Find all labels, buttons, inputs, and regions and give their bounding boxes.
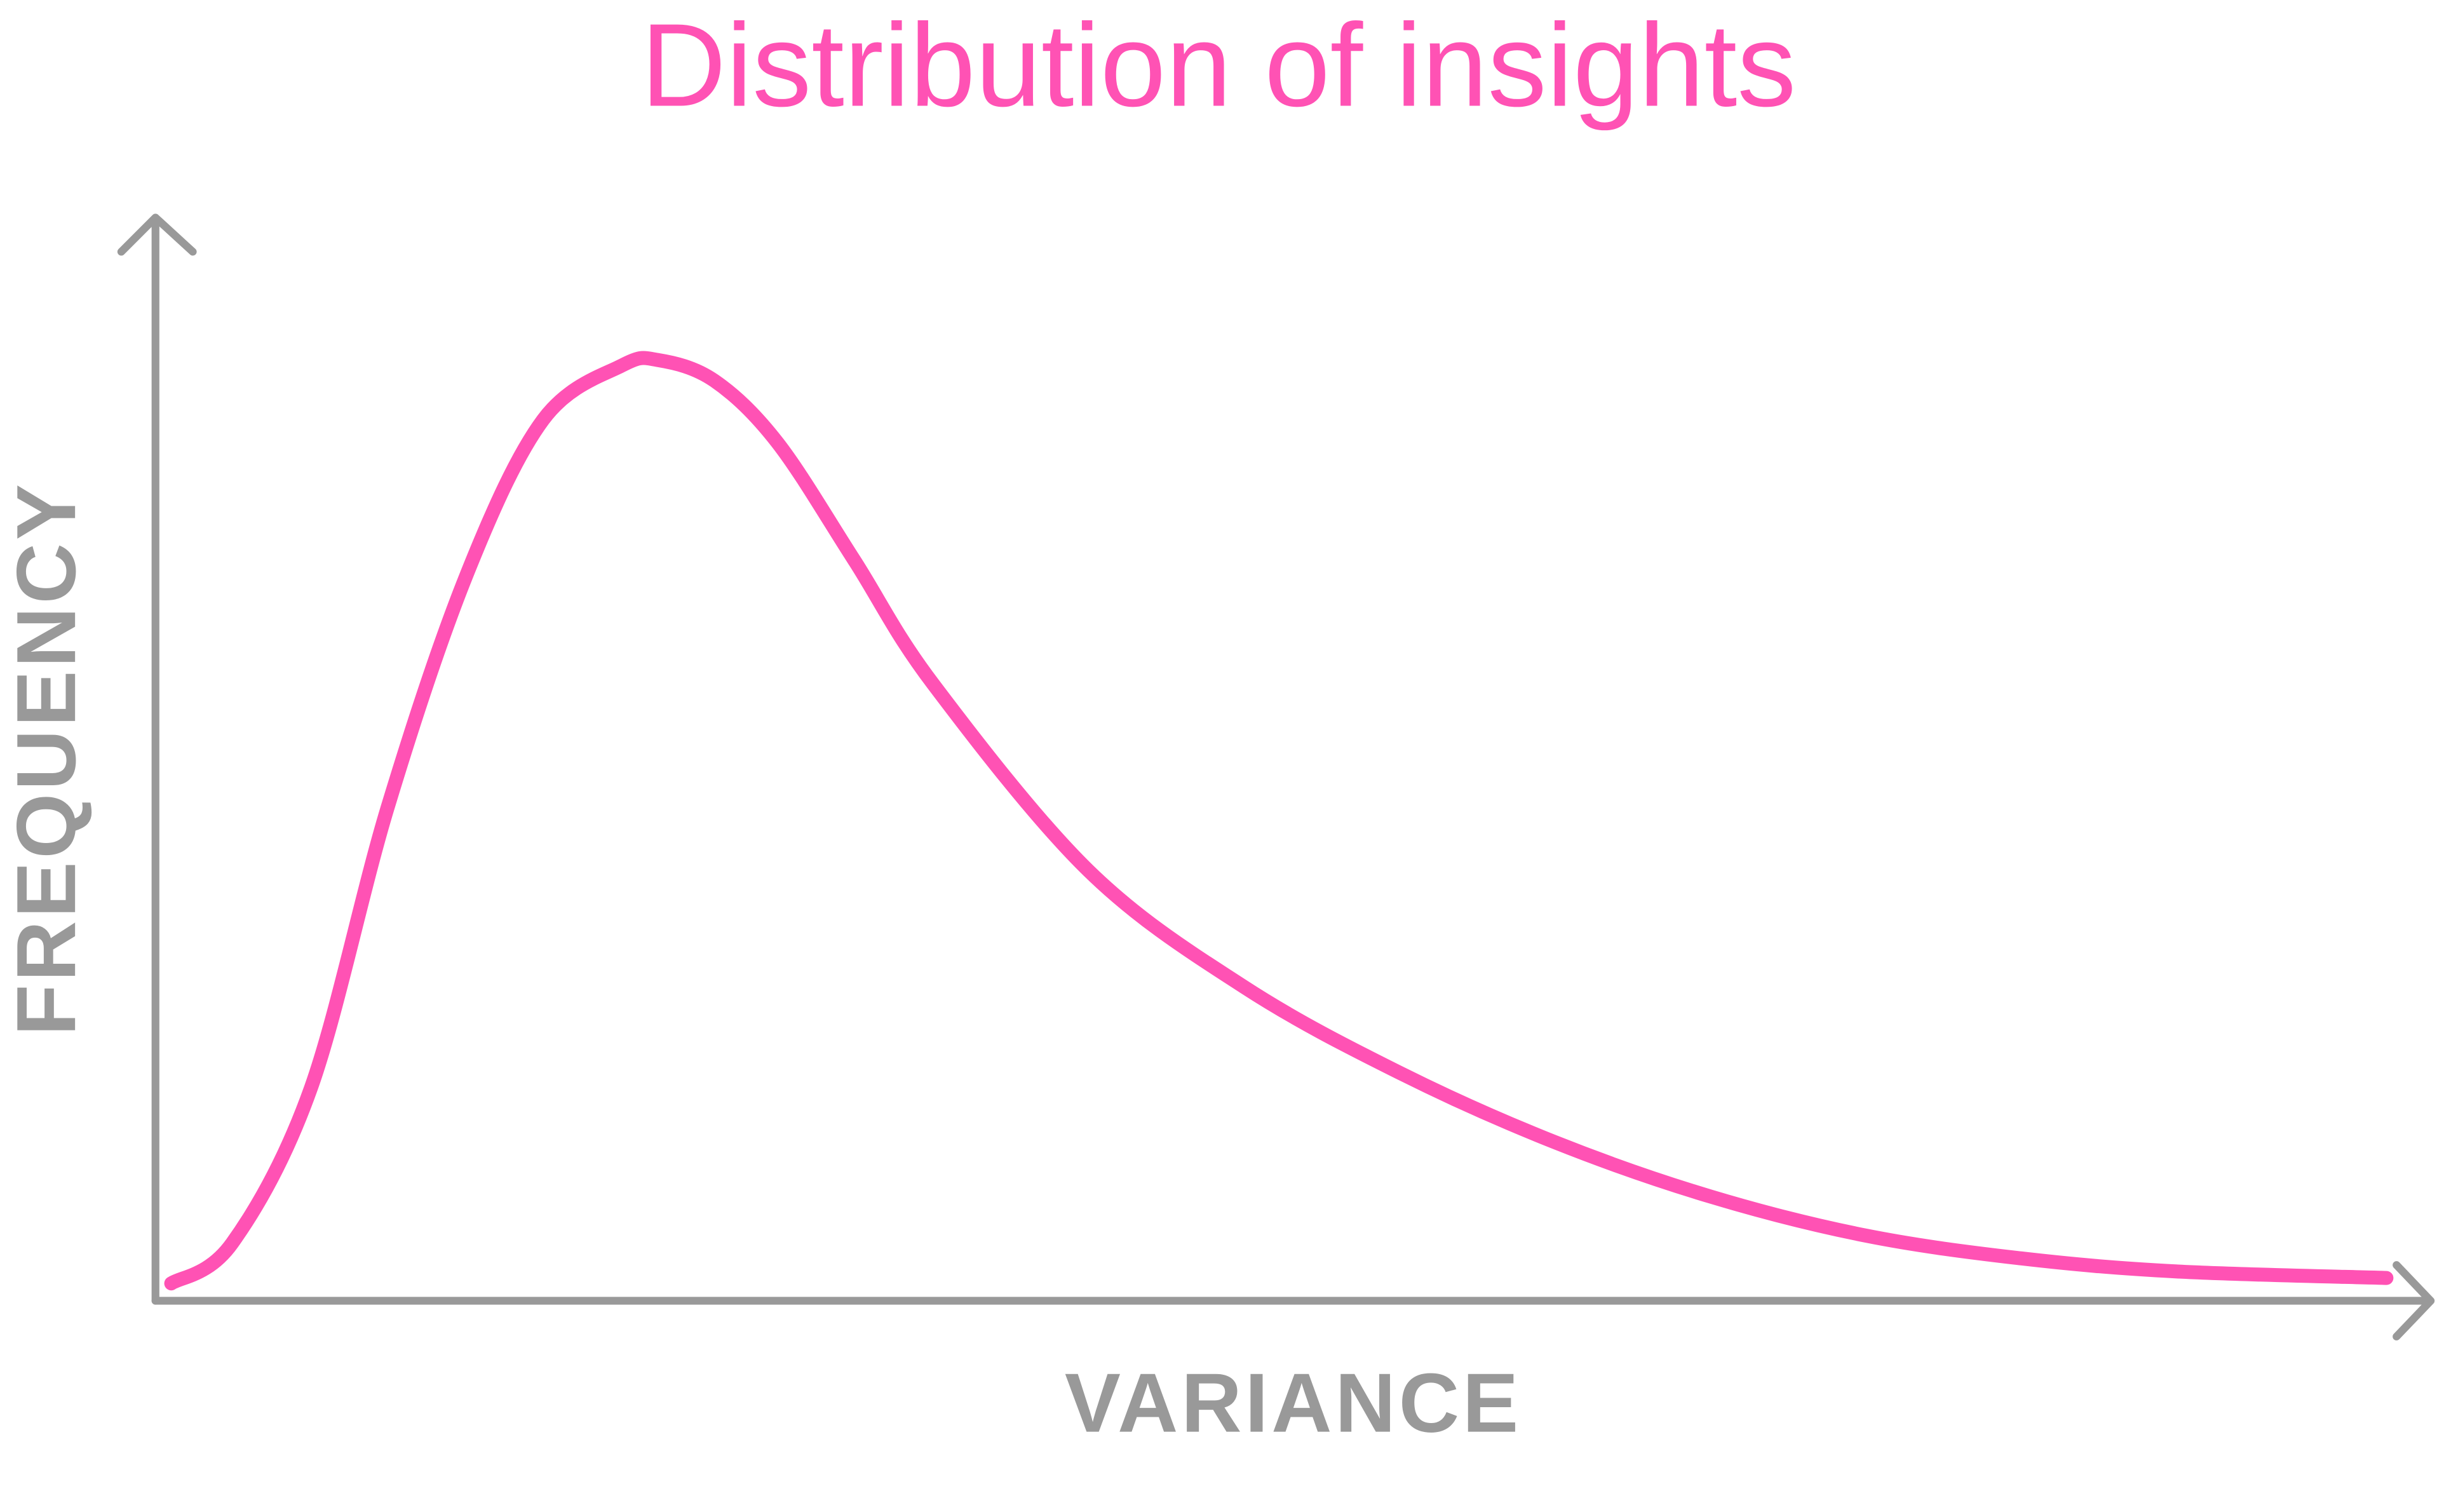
x-axis bbox=[151, 1261, 2435, 1340]
y-axis-label: FREQUENCY bbox=[0, 481, 93, 1036]
x-axis-label: VARIANCE bbox=[1065, 1356, 1522, 1450]
chart-title: Distribution of insights bbox=[641, 0, 1797, 132]
curve bbox=[164, 351, 2394, 1291]
y-axis bbox=[117, 213, 197, 1305]
